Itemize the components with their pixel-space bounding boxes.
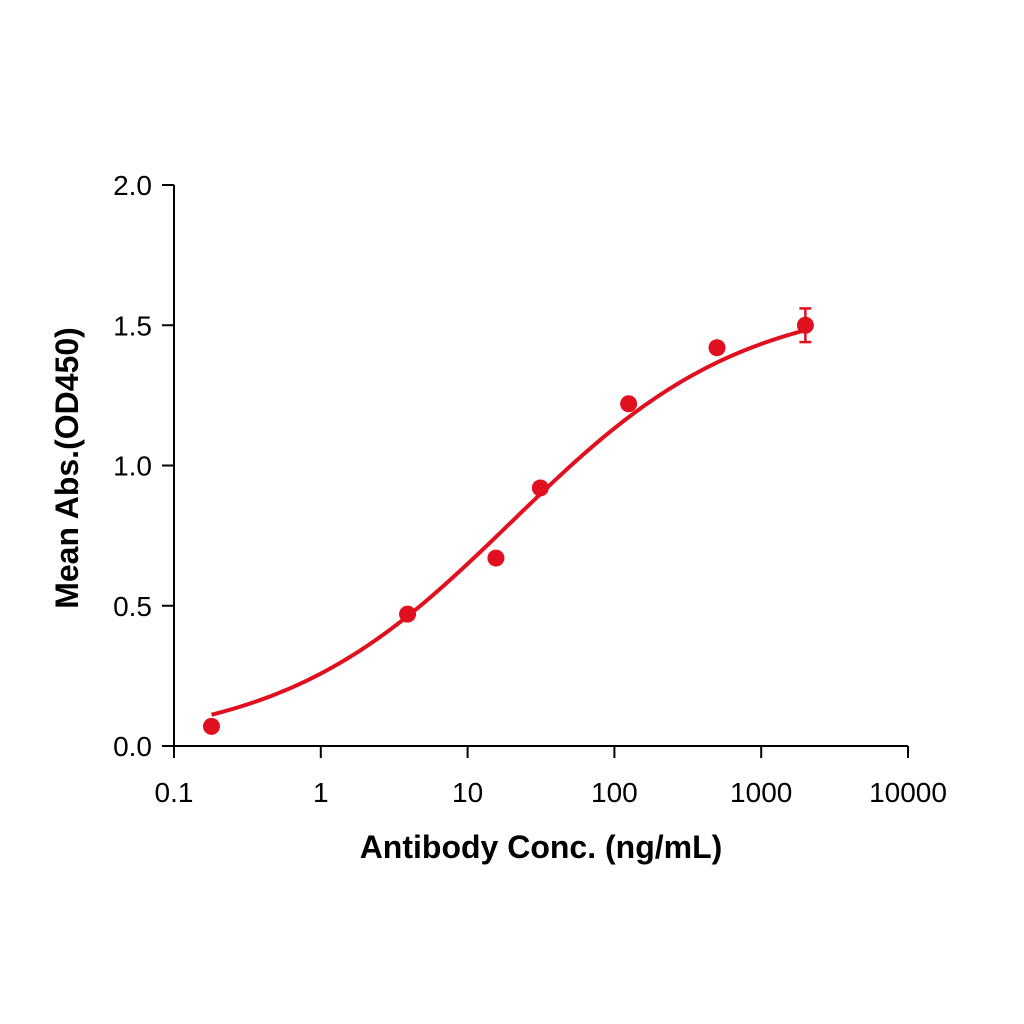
data-point: [620, 395, 638, 413]
y-tick-label: 1.5: [113, 310, 152, 341]
x-tick-label: 10000: [869, 777, 947, 808]
y-tick-label: 0.0: [113, 731, 152, 762]
y-axis-title: Mean Abs.(OD450): [49, 327, 85, 609]
x-tick-label: 1: [313, 777, 329, 808]
x-tick-label: 10: [452, 777, 483, 808]
x-axis: 0.1 1 10 100 1000 10000: [155, 745, 947, 808]
data-point: [399, 605, 417, 623]
x-ticks: 0.1 1 10 100 1000 10000: [155, 746, 947, 808]
y-tick-label: 1.0: [113, 451, 152, 482]
x-tick-label: 0.1: [155, 777, 194, 808]
data-point: [796, 316, 814, 334]
y-tick-label: 2.0: [113, 170, 152, 201]
plot-area: [202, 307, 814, 735]
x-tick-label: 1000: [730, 777, 792, 808]
x-tick-label: 100: [591, 777, 638, 808]
data-point: [708, 339, 726, 357]
x-axis-title: Antibody Conc. (ng/mL): [360, 829, 723, 865]
y-tick-label: 0.5: [113, 591, 152, 622]
data-point: [531, 479, 549, 497]
data-point: [487, 549, 505, 567]
y-ticks: 0.0 0.5 1.0 1.5 2.0: [113, 170, 174, 762]
y-axis: 0.0 0.5 1.0 1.5 2.0: [113, 170, 175, 762]
fit-curve: [210, 328, 806, 717]
data-point: [202, 717, 220, 735]
